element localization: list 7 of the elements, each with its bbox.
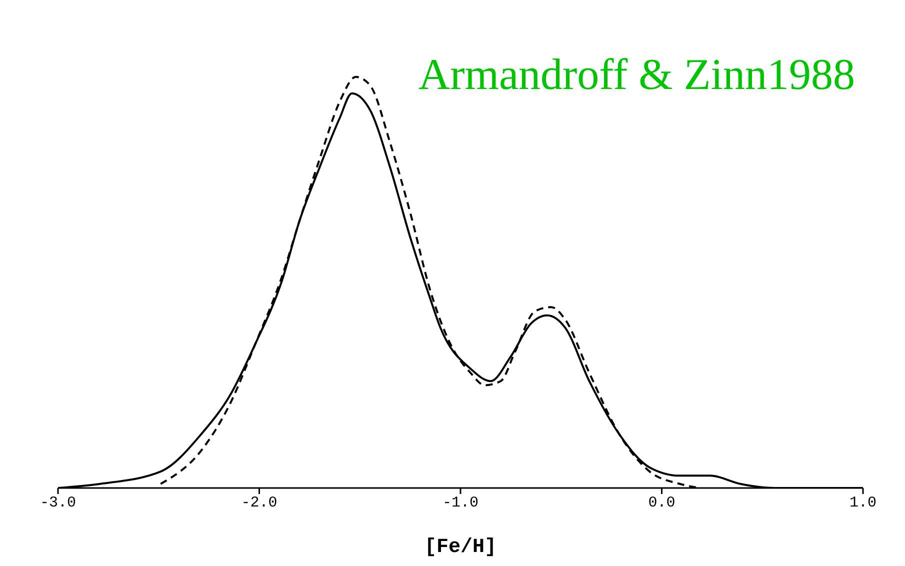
x-axis-title: [Fe/H] xyxy=(424,536,497,559)
x-tick-label: -1.0 xyxy=(442,494,479,512)
x-tick-label: 0.0 xyxy=(648,494,676,512)
x-tick-label: -2.0 xyxy=(241,494,278,512)
x-tick-label: 1.0 xyxy=(849,494,877,512)
annotation: Armandroff & Zinn1988 xyxy=(418,50,855,100)
x-tick-label: -3.0 xyxy=(40,494,76,512)
